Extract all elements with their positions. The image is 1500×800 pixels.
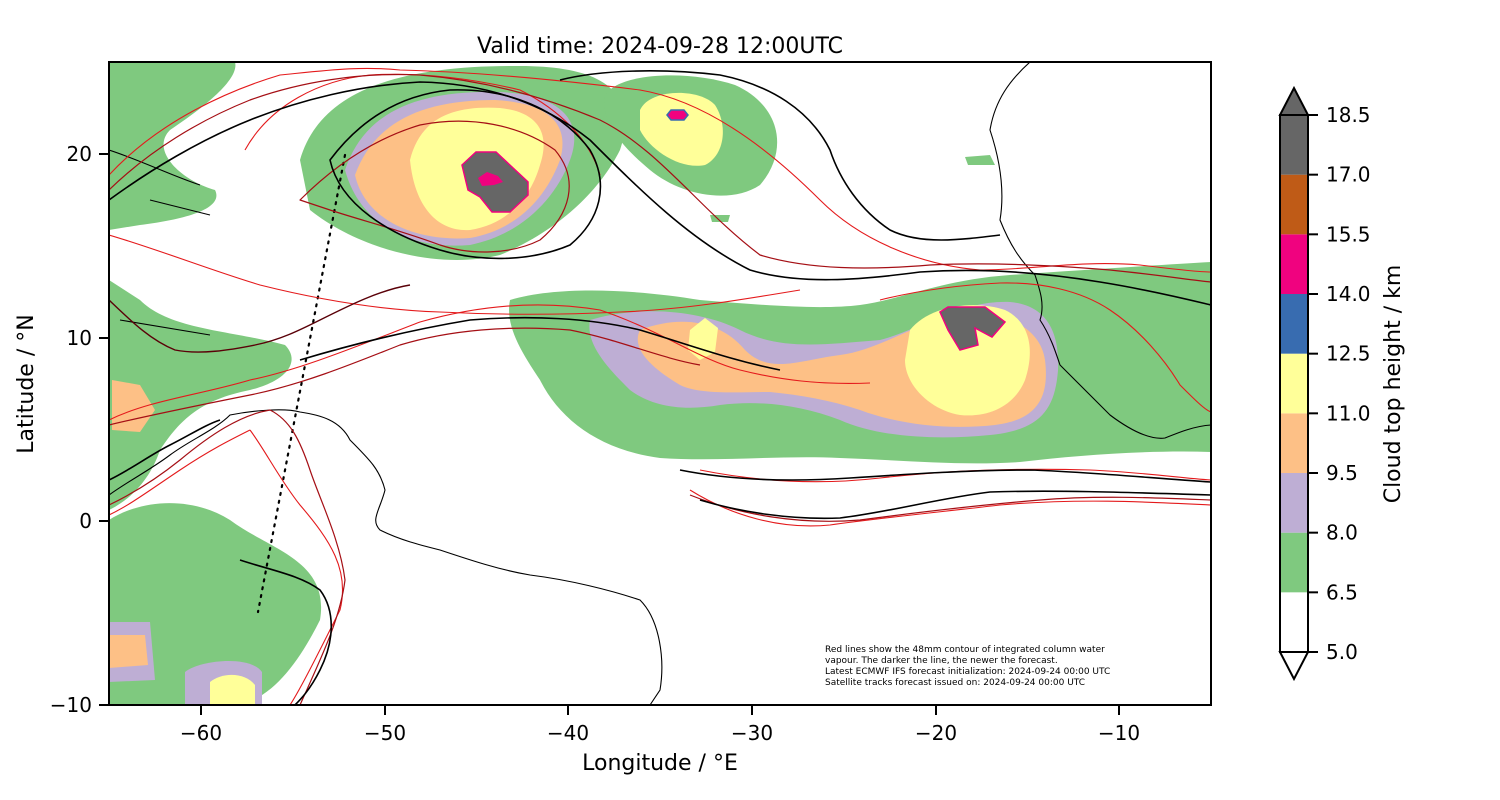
cloud-region-sw2-yellow xyxy=(210,674,255,705)
iwv-contour-mid-1 xyxy=(109,73,1211,283)
iwv-contour-bright-7 xyxy=(109,429,344,705)
iwv-contour-bright-1 xyxy=(109,67,1211,273)
coastline-africa xyxy=(989,62,1211,439)
map-title: Valid time: 2024-09-28 12:00UTC xyxy=(477,34,843,59)
colorbar-segments xyxy=(1280,115,1308,652)
cloud-region-sw-orange xyxy=(109,635,148,668)
colorbar-segment xyxy=(1280,294,1308,354)
coastline-islands-west xyxy=(109,149,211,336)
x-tick-label: −20 xyxy=(915,721,957,745)
cloud-top-field xyxy=(109,62,1211,705)
coastlines xyxy=(109,62,1211,705)
colorbar-tick-label: 5.0 xyxy=(1326,640,1358,664)
iwv-contour-dark-2 xyxy=(299,316,781,371)
colorbar-segment xyxy=(1280,532,1308,593)
colorbar-segment xyxy=(1280,592,1308,652)
plot-frame xyxy=(108,61,1212,706)
colorbar-tick-label: 17.0 xyxy=(1326,163,1371,187)
footnote: Red lines show the 48mm contour of integ… xyxy=(825,645,1110,688)
x-axis: −60 −50 −40 −30 −20 −10 Longitude / °E xyxy=(180,705,1140,776)
colorbar-extend-min xyxy=(1278,651,1310,682)
colorbar-segment xyxy=(1280,234,1308,294)
colorbar: 5.0 6.5 8.0 9.5 11.0 12.5 14.0 15.5 17.0 18.5 Clo… xyxy=(1278,85,1406,682)
iwv-contour-mid-5 xyxy=(109,409,346,705)
iwv-contour-bright-2 xyxy=(109,304,871,421)
footnote-line-3: Latest ECMWF IFS forecast initialization… xyxy=(825,667,1110,677)
iwv-contour-dark-1 xyxy=(109,81,1211,306)
cloud-core-n-magenta xyxy=(666,109,689,121)
colorbar-extend-max xyxy=(1278,85,1310,116)
colorbar-tick-label: 14.0 xyxy=(1326,282,1371,306)
iwv-contour-mid-2 xyxy=(109,327,701,426)
colorbar-segment xyxy=(1280,473,1308,533)
cloud-core-nw-magenta xyxy=(478,172,503,186)
iwv-contour-bright-8 xyxy=(879,282,1211,413)
iwv-contour-dark-7 xyxy=(109,419,333,705)
x-tick-label: −60 xyxy=(180,721,222,745)
colorbar-segment xyxy=(1280,353,1308,414)
iwv-contour-dark-6 xyxy=(559,70,1001,241)
colorbar-segment xyxy=(1280,174,1308,235)
footnote-line-1: Red lines show the 48mm contour of integ… xyxy=(825,645,1105,655)
footnote-line-2: vapour. The darker the line, the newer t… xyxy=(825,656,1058,666)
cloud-region-w2-orange xyxy=(112,380,155,432)
y-tick-label: 20 xyxy=(67,142,92,166)
colorbar-tick-label: 15.5 xyxy=(1326,222,1371,246)
iwv-contour-mid-3 xyxy=(689,494,1211,522)
colorbar-tick-label: 18.5 xyxy=(1326,103,1371,127)
colorbar-ticks: 5.0 6.5 8.0 9.5 11.0 12.5 14.0 15.5 17.0 18.5 xyxy=(1308,103,1371,664)
cloud-core-e-grey xyxy=(939,306,1007,351)
cloud-region-n2-green xyxy=(965,155,995,165)
y-axis: 20 10 0 −10 Latitude / °N xyxy=(14,142,109,717)
colorbar-title: Cloud top height / km xyxy=(1381,265,1406,504)
x-tick-label: −40 xyxy=(547,721,589,745)
satellite-track xyxy=(256,153,347,614)
iwv-contour-dark-8 xyxy=(109,284,411,353)
x-axis-title: Longitude / °E xyxy=(582,751,738,776)
iwv-contours xyxy=(109,67,1211,705)
cloud-region-sw-green xyxy=(109,503,322,705)
colorbar-tick-label: 6.5 xyxy=(1326,580,1358,604)
colorbar-tick-label: 11.0 xyxy=(1326,401,1371,425)
colorbar-segment xyxy=(1280,413,1308,473)
colorbar-frame xyxy=(1279,114,1309,653)
y-axis-title: Latitude / °N xyxy=(14,314,39,453)
iwv-contour-dark-4 xyxy=(699,490,1211,520)
x-tick-label: −30 xyxy=(731,721,773,745)
iwv-contour-dark-5 xyxy=(329,89,602,260)
iwv-contour-dark-3 xyxy=(679,469,1211,483)
x-tick-label: −50 xyxy=(364,721,406,745)
iwv-contour-mid-4 xyxy=(299,120,570,253)
cloud-region-w2-green xyxy=(109,280,292,510)
iwv-contour-bright-4 xyxy=(689,489,1211,527)
x-tick-label: −10 xyxy=(1098,721,1140,745)
colorbar-tick-label: 12.5 xyxy=(1326,342,1371,366)
colorbar-segment xyxy=(1280,115,1308,175)
iwv-contour-bright-6 xyxy=(109,234,801,315)
footnote-line-4: Satellite tracks forecast issued on: 202… xyxy=(825,678,1085,688)
y-tick-label: −10 xyxy=(50,693,92,717)
coastline-south-america xyxy=(109,409,663,705)
cloud-region-e-yellow xyxy=(905,305,1030,416)
colorbar-tick-label: 9.5 xyxy=(1326,461,1358,485)
y-tick-label: 10 xyxy=(67,326,92,350)
map-plot-area: Red lines show the 48mm contour of integ… xyxy=(109,62,1211,705)
y-tick-label: 0 xyxy=(79,509,92,533)
cloud-region-w-green xyxy=(109,62,236,230)
cloud-region-c-yellow xyxy=(688,318,718,360)
colorbar-tick-label: 8.0 xyxy=(1326,521,1358,545)
